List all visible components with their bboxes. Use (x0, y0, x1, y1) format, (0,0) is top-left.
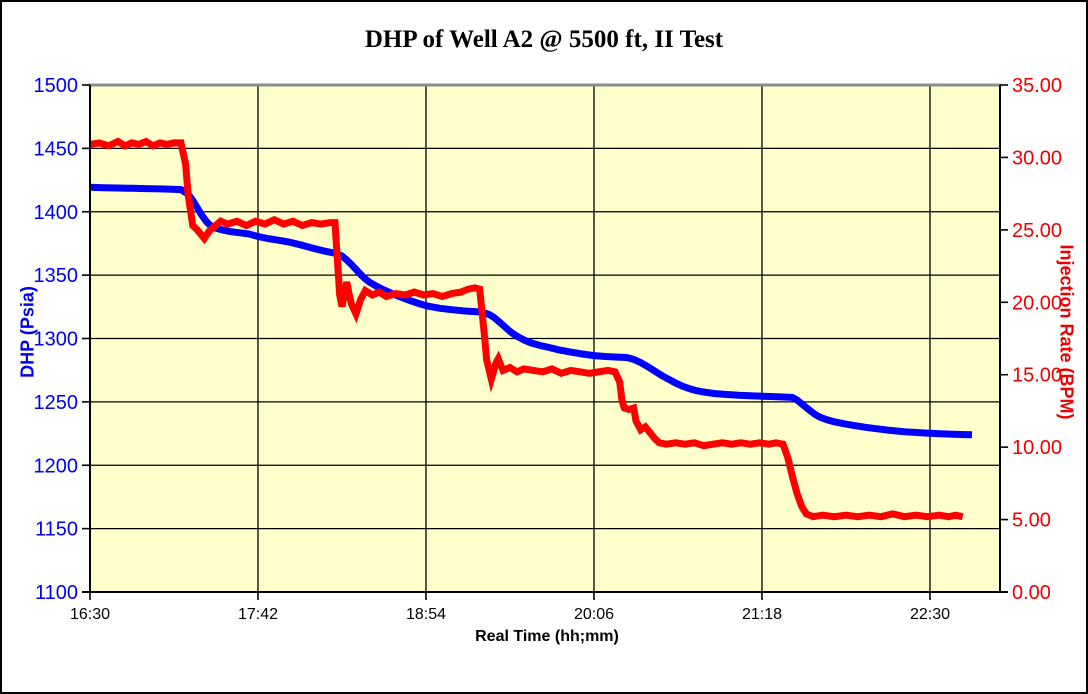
left-axis-tick-label: 1450 (34, 138, 79, 160)
left-axis-tick-label: 1100 (35, 582, 78, 604)
x-axis-tick-label: 20:06 (574, 606, 614, 623)
injection-rate-series-line (89, 137, 964, 521)
dhp-series-line (89, 183, 973, 439)
left-axis-tick-label: 1400 (34, 202, 79, 224)
right-axis-tick-label: 35.00 (1012, 75, 1062, 97)
x-axis-tick-label: 18:54 (406, 606, 446, 623)
right-axis-tick-label: 25.00 (1012, 220, 1062, 242)
x-axis-tick-label: 22:30 (910, 606, 950, 623)
left-axis-tick-label: 1500 (34, 75, 79, 97)
left-axis-tick-label: 1250 (34, 392, 79, 414)
right-axis-tick-label: 0.00 (1012, 582, 1051, 604)
right-axis-tick-label: 15.00 (1012, 365, 1062, 387)
left-axis-tick-label: 1200 (34, 455, 79, 477)
x-axis-title: Real Time (hh;mm) (475, 628, 619, 645)
right-axis-tick-label: 10.00 (1012, 437, 1062, 459)
right-axis-tick-label: 30.00 (1012, 147, 1062, 169)
x-axis-tick-label: 17:42 (238, 606, 278, 623)
right-axis-tick-label: 20.00 (1012, 292, 1062, 314)
x-axis-tick-label: 16:30 (70, 606, 110, 623)
chart-title: DHP of Well A2 @ 5500 ft, II Test (364, 26, 724, 53)
left-axis-tick-label: 1350 (34, 265, 79, 287)
right-axis-tick-label: 5.00 (1012, 510, 1051, 532)
left-axis-tick-label: 1300 (34, 329, 79, 351)
x-axis-tick-label: 21:18 (742, 606, 782, 623)
left-axis-tick-label: 1150 (35, 519, 78, 541)
